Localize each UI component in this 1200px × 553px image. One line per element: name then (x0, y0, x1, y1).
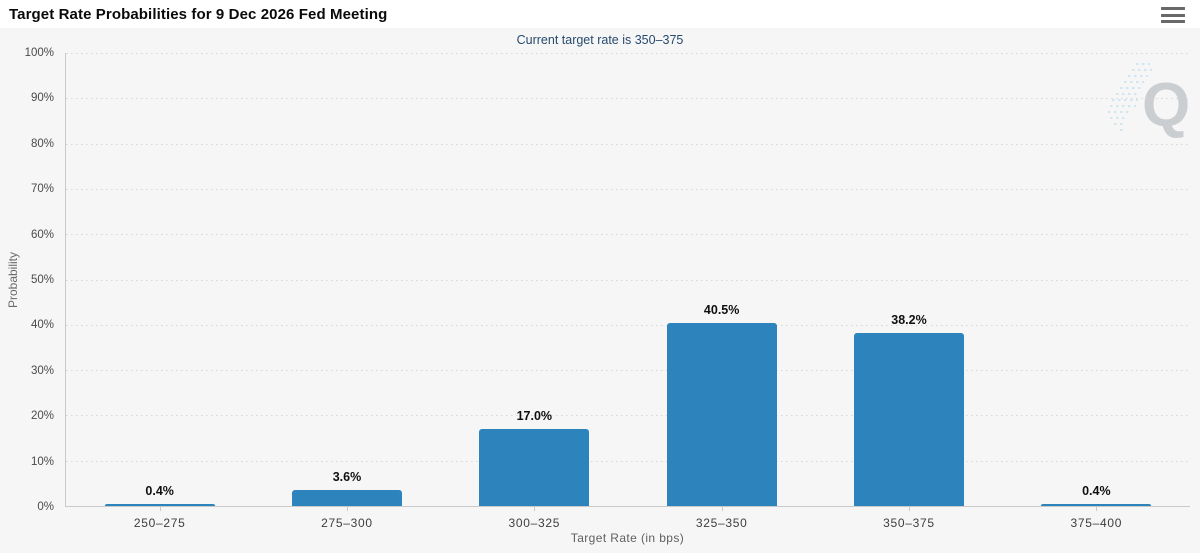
plot-area: 0.4% 250–275 3.6% 275–300 17.0% 300–325 40.5% 3… (65, 53, 1190, 530)
x-tick-label: 275–300 (321, 516, 373, 530)
gridline (66, 460, 1190, 462)
y-axis-labels: 0% 10% 20% 30% 40% 50% 60% 70% 80% 90% 100% (0, 47, 58, 513)
y-tick-label: 30% (30, 364, 54, 377)
bar-data-label: 40.5% (703, 302, 740, 317)
chart-subtitle: Current target rate is 350–375 (516, 33, 684, 47)
x-tick-label: 325–350 (695, 516, 748, 530)
chart-area: Current target rate is 350–375 (0, 28, 1200, 553)
gridline (66, 188, 1190, 190)
x-tick-label: 300–325 (508, 516, 561, 530)
x-axis-tick (346, 506, 348, 511)
page-title: Target Rate Probabilities for 9 Dec 2026… (9, 6, 388, 23)
bar-data-label: 0.4% (145, 484, 174, 499)
gridline (66, 370, 1190, 372)
gridline (66, 279, 1190, 281)
watermark-letter: Q (1142, 71, 1190, 138)
quikstrike-logo-watermark: Q (1098, 56, 1190, 140)
y-tick-label: 90% (30, 92, 54, 105)
hamburger-menu-icon[interactable] (1161, 6, 1187, 24)
gridline (66, 415, 1190, 417)
x-tick-label: 250–275 (133, 516, 186, 530)
y-tick-label: 70% (30, 183, 54, 196)
y-tick-label: 40% (30, 319, 54, 332)
bar-data-label: 3.6% (332, 469, 362, 484)
hamburger-bar (1161, 13, 1185, 17)
category-slot: 3.6% 275–300 (253, 53, 440, 530)
probability-bar[interactable] (291, 489, 402, 506)
probability-bar[interactable] (853, 332, 964, 506)
x-axis-title: Target Rate (in bps) (570, 531, 685, 545)
y-tick-label: 20% (30, 410, 54, 423)
x-axis-tick (721, 506, 723, 511)
bar-data-label: 17.0% (516, 409, 553, 423)
y-tick-label: 60% (30, 228, 54, 241)
gridline (66, 143, 1190, 145)
gridline (66, 324, 1190, 326)
gridline (66, 53, 1190, 54)
category-slot: 0.4% 250–275 (66, 53, 253, 530)
hamburger-bar (1161, 7, 1185, 10)
x-axis-tick (159, 506, 161, 511)
y-tick-label: 50% (30, 274, 54, 286)
x-axis-tick (908, 506, 910, 511)
probability-bar[interactable] (1041, 504, 1152, 506)
probability-bar[interactable] (666, 322, 777, 506)
probability-bar[interactable] (479, 429, 590, 506)
hamburger-bar (1161, 20, 1185, 23)
category-slot: 38.2% 350–375 (815, 53, 1002, 530)
x-axis-tick (1096, 506, 1098, 511)
gridline (66, 98, 1190, 100)
bar-data-label: 0.4% (1082, 484, 1111, 499)
category-slot: 0.4% 375–400 (1003, 53, 1190, 530)
x-tick-label: 375–400 (1070, 516, 1123, 530)
bar-data-label: 38.2% (891, 312, 927, 327)
y-tick-label: 80% (30, 137, 54, 150)
gridline (66, 234, 1190, 236)
category-slot: 40.5% 325–350 (628, 53, 815, 530)
category-slot: 17.0% 300–325 (441, 53, 628, 530)
y-tick-label: 0% (37, 501, 54, 513)
x-axis-tick (534, 506, 536, 511)
probability-bar[interactable] (104, 504, 215, 506)
y-tick-label: 10% (30, 455, 54, 468)
chart-header: Target Rate Probabilities for 9 Dec 2026… (0, 0, 1200, 28)
y-tick-label: 100% (24, 47, 54, 59)
x-tick-label: 350–375 (883, 516, 935, 530)
